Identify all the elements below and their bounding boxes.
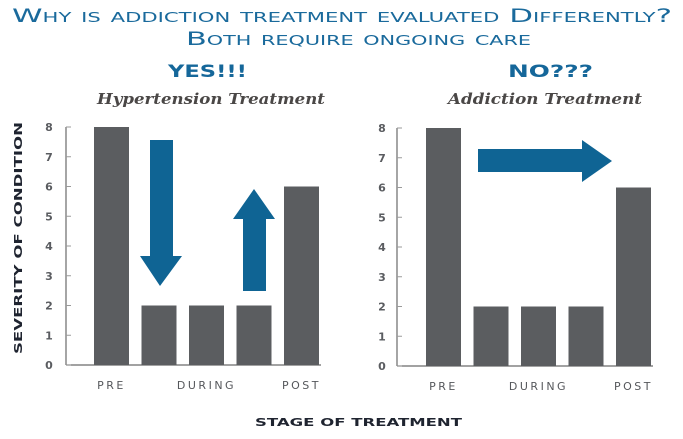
y-tick-label: 0 bbox=[45, 359, 53, 372]
y-tick-label: 3 bbox=[378, 271, 386, 284]
y-tick-label: 4 bbox=[45, 240, 53, 253]
bar bbox=[473, 306, 509, 366]
title-line-2: Both require ongoing care bbox=[186, 28, 531, 50]
y-tick-label: 7 bbox=[378, 152, 386, 165]
y-tick-label: 8 bbox=[378, 122, 386, 135]
x-tick-label: PRE bbox=[429, 380, 458, 393]
y-tick-label: 5 bbox=[378, 211, 386, 224]
x-tick-label: POST bbox=[614, 380, 653, 393]
arrow-down-icon bbox=[140, 140, 182, 286]
left-verdict: YES!!! bbox=[167, 62, 247, 82]
y-tick-label: 2 bbox=[378, 301, 386, 314]
bar bbox=[189, 305, 224, 365]
y-tick-label: 8 bbox=[45, 121, 53, 134]
bar bbox=[94, 127, 129, 365]
bar bbox=[616, 187, 651, 366]
y-tick-label: 0 bbox=[378, 360, 386, 373]
y-tick-label: 1 bbox=[45, 329, 53, 342]
title-line-1: Why is addiction treatment evaluated Dif… bbox=[12, 5, 672, 27]
left-chart: 0 1 2 3 4 5 6 7 8 PRE DURING POST bbox=[45, 121, 321, 392]
y-tick-label: 2 bbox=[45, 300, 53, 313]
y-tick-label: 4 bbox=[378, 241, 386, 254]
bar bbox=[141, 305, 177, 365]
x-tick-label: POST bbox=[282, 379, 321, 392]
y-tick-label: 7 bbox=[45, 151, 53, 164]
bar bbox=[426, 128, 461, 366]
arrow-right-icon bbox=[478, 140, 612, 182]
y-tick-label: 1 bbox=[378, 330, 386, 343]
x-tick-label: PRE bbox=[97, 379, 126, 392]
y-tick-label: 5 bbox=[45, 210, 53, 223]
bar bbox=[568, 306, 604, 366]
bar bbox=[236, 305, 272, 365]
right-chart: 0 1 2 3 4 5 6 7 8 PRE DURING POST bbox=[378, 122, 653, 393]
left-chart-title: Hypertension Treatment bbox=[96, 90, 325, 108]
x-tick-label: DURING bbox=[509, 380, 568, 393]
bar bbox=[284, 186, 319, 365]
arrow-up-icon bbox=[233, 189, 275, 291]
y-tick-label: 3 bbox=[45, 270, 53, 283]
right-verdict: NO??? bbox=[508, 62, 593, 82]
x-tick-label: DURING bbox=[177, 379, 236, 392]
y-axis-label: SEVERITY OF CONDITION bbox=[12, 122, 25, 354]
x-axis-label: STAGE OF TREATMENT bbox=[255, 416, 463, 429]
bar bbox=[521, 306, 556, 366]
y-tick-label: 6 bbox=[378, 182, 386, 195]
right-chart-title: Addiction Treatment bbox=[446, 90, 642, 108]
y-tick-label: 6 bbox=[45, 181, 53, 194]
